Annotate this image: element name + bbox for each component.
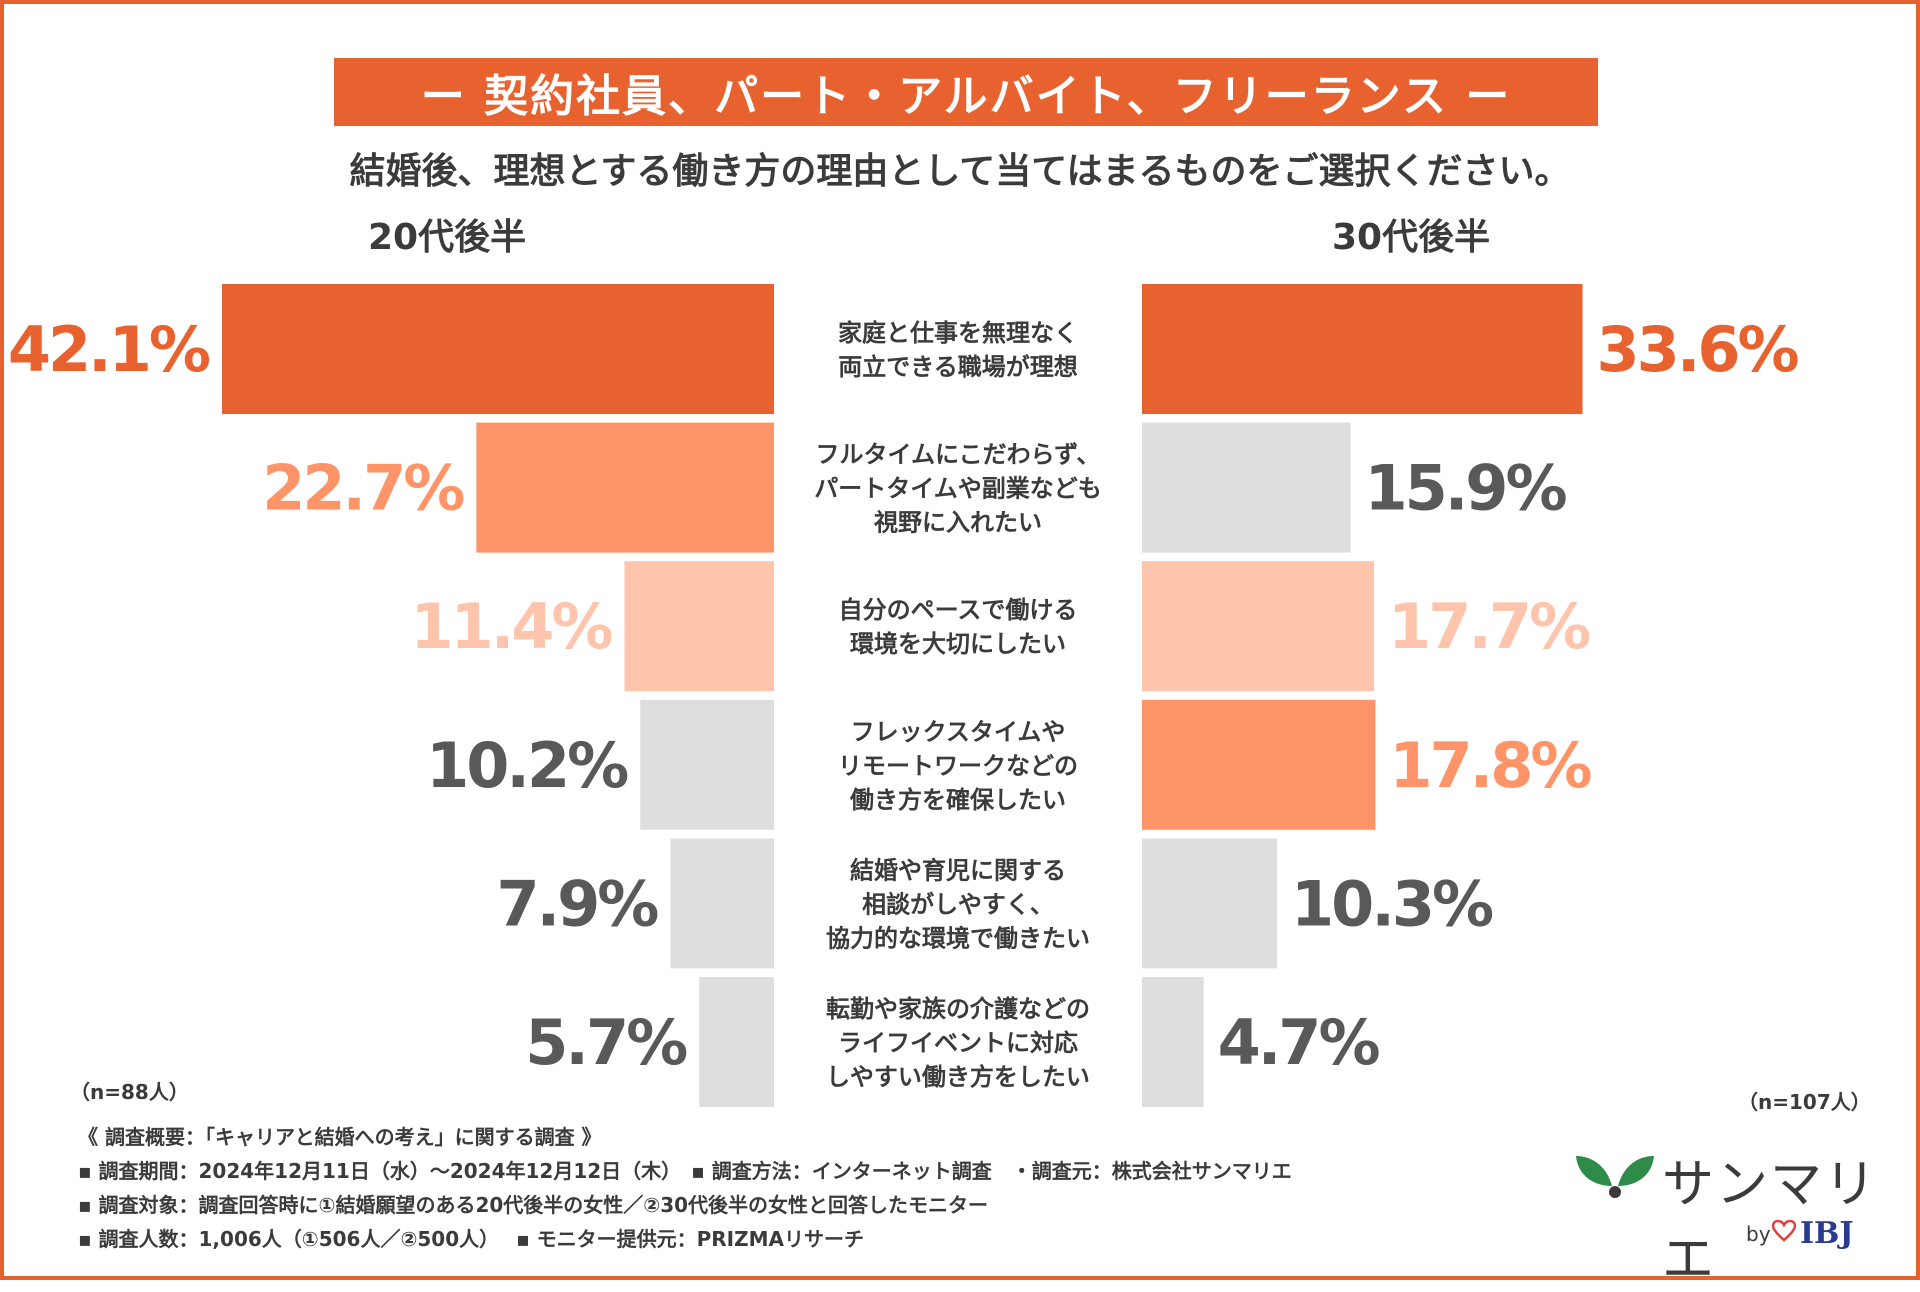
bar-30s-3: [1142, 699, 1376, 830]
right-sample-size: （n=107人）: [1738, 1090, 1871, 1114]
right-group-label: 30代後半: [1332, 217, 1491, 258]
bar-20s-0: [222, 284, 774, 414]
category-label-4: 結婚や育児に関する相談がしやすく、協力的な環境で働きたい: [826, 856, 1090, 952]
value-label-20s-0: 42.1%: [8, 313, 210, 386]
sanmarie-logo: サンマリエ by IBJ: [1572, 1138, 1882, 1290]
bar-20s-2: [624, 561, 774, 692]
survey-period: ▪ 調査期間：2024年12月11日（水）～2024年12月12日（木） ▪ 調…: [78, 1159, 1292, 1183]
left-group-label: 20代後半: [368, 217, 527, 258]
value-label-30s-0: 33.6%: [1597, 313, 1799, 386]
bar-30s-1: [1142, 422, 1351, 553]
bar-30s-4: [1142, 838, 1278, 969]
survey-notes: 《 調査概要：「キャリアと結婚への考え」に関する調査 》 ▪ 調査期間：2024…: [78, 1120, 1538, 1256]
question-text: 結婚後、理想とする働き方の理由として当てはまるものをご選択ください。: [349, 151, 1571, 192]
category-label-0: 家庭と仕事を無理なく両立できる職場が理想: [838, 319, 1078, 381]
leaf-logo-icon: [1576, 1156, 1654, 1198]
bar-20s-1: [476, 422, 774, 553]
value-label-20s-5: 5.7%: [525, 1006, 687, 1079]
value-label-20s-3: 10.2%: [426, 729, 628, 802]
value-label-30s-1: 15.9%: [1364, 452, 1566, 525]
logo-ibj: IBJ: [1800, 1216, 1854, 1251]
category-label-3: フレックスタイムやリモートワークなどの働き方を確保したい: [838, 718, 1078, 814]
bar-20s-3: [640, 699, 774, 830]
bar-30s-0: [1142, 284, 1583, 414]
survey-overview: 《 調査概要：「キャリアと結婚への考え」に関する調査 》: [78, 1125, 602, 1149]
value-label-30s-2: 17.7%: [1388, 590, 1590, 663]
bar-20s-5: [699, 977, 774, 1107]
category-label-2: 自分のペースで働ける環境を大切にしたい: [839, 596, 1078, 658]
value-label-20s-4: 7.9%: [496, 867, 658, 940]
value-label-20s-2: 11.4%: [410, 590, 612, 663]
value-label-30s-5: 4.7%: [1218, 1006, 1380, 1079]
heart-icon: [1772, 1220, 1796, 1242]
bar-30s-5: [1142, 977, 1204, 1107]
bar-20s-4: [670, 838, 774, 969]
bar-30s-2: [1142, 561, 1375, 692]
value-label-20s-1: 22.7%: [262, 452, 464, 525]
logo-by: by: [1746, 1222, 1771, 1246]
value-label-30s-3: 17.8%: [1389, 729, 1591, 802]
chart-title: ー 契約社員、パート・アルバイト、フリーランス ー: [334, 58, 1598, 126]
survey-count: ▪ 調査人数：1,006人（①506人／②500人） ▪ モニター提供元：PRI…: [78, 1227, 865, 1251]
left-sample-size: （n=88人）: [70, 1080, 189, 1104]
category-label-5: 転勤や家族の介護などのライフイベントに対応しやすい働き方をしたい: [826, 995, 1090, 1091]
value-label-30s-4: 10.3%: [1291, 867, 1493, 940]
category-label-1: フルタイムにこだわらず、パートタイムや副業なども視野に入れたい: [814, 441, 1102, 537]
survey-target: ▪ 調査対象：調査回答時に①結婚願望のある20代後半の女性／②30代後半の女性と…: [78, 1193, 989, 1217]
